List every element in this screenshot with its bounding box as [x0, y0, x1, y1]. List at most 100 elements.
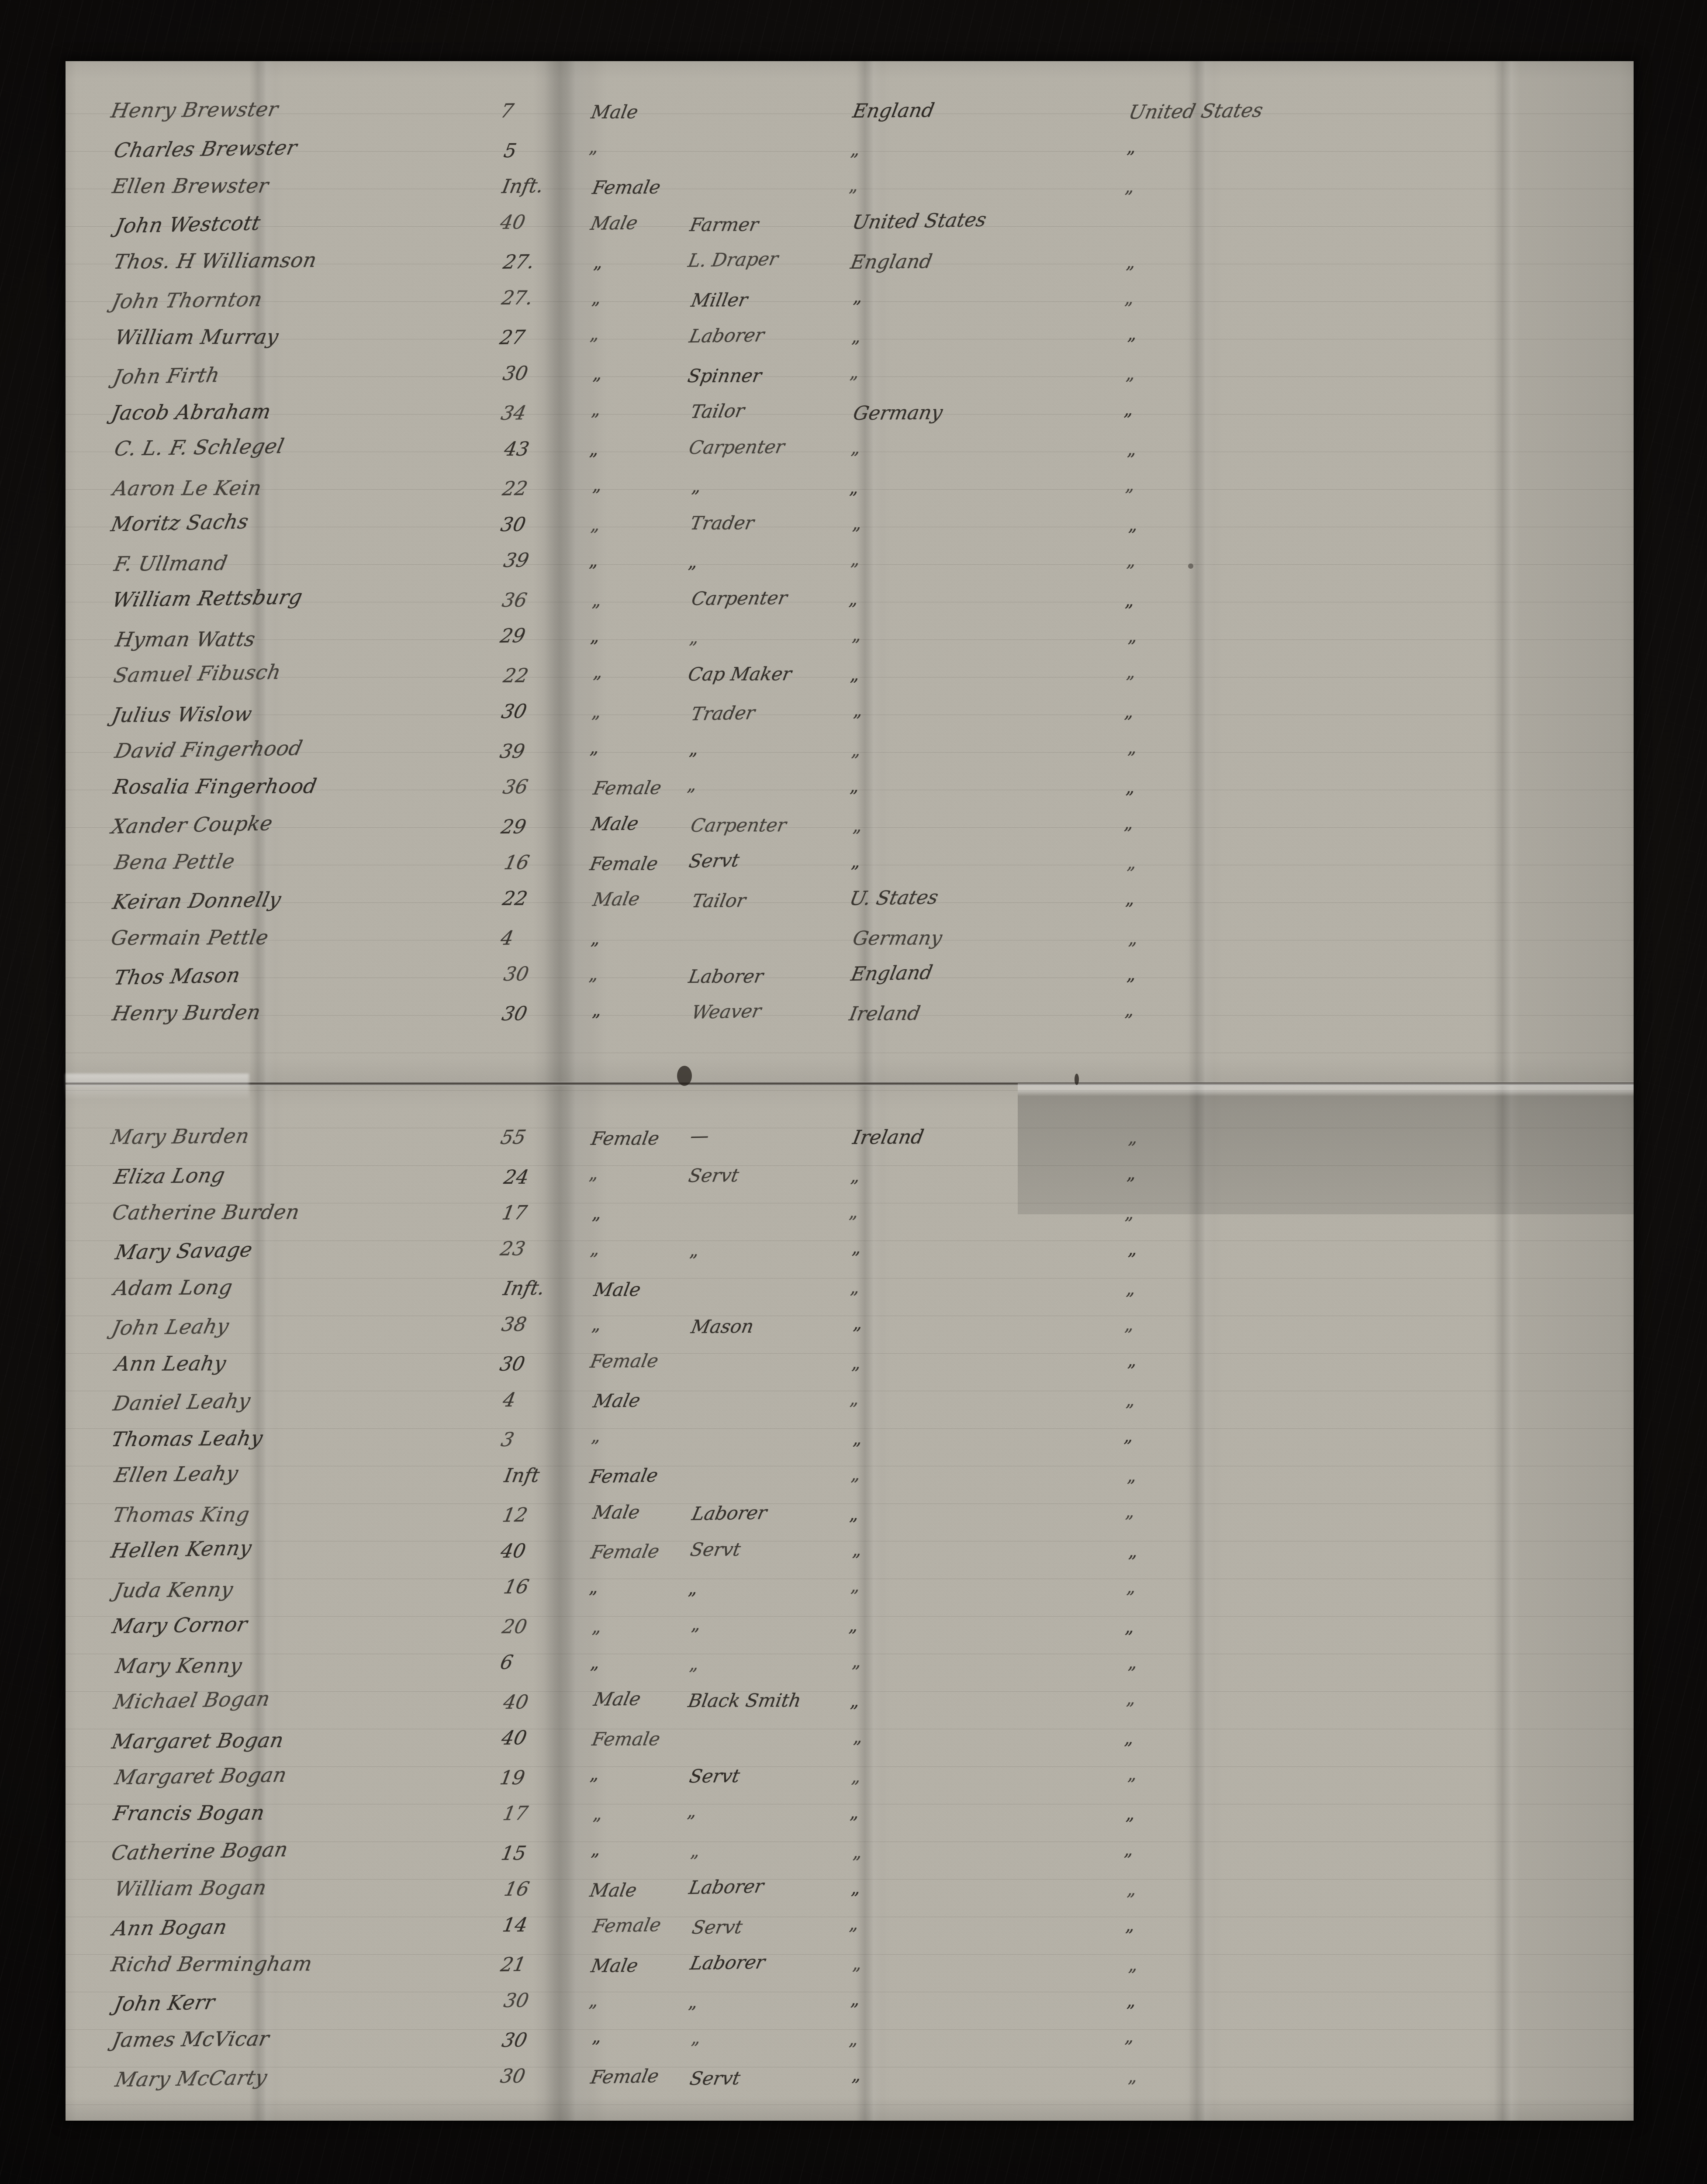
- cell-age: 40: [499, 1540, 528, 1563]
- cell-age: 29: [498, 624, 527, 648]
- cell-age: 4: [499, 927, 515, 950]
- cell-sex: „: [589, 928, 604, 949]
- cell-name: Hyman Watts: [114, 627, 257, 652]
- cell-occupation: „: [689, 1841, 703, 1862]
- cell-age: 20: [500, 1615, 529, 1638]
- cell-sex: „: [588, 737, 603, 758]
- cell-sex: Female: [589, 1127, 661, 1150]
- cell-origin: „: [849, 1691, 863, 1712]
- manifest-row: Rosalia Fingerhood 36 Female „ „ „: [66, 774, 1634, 813]
- manifest-row: Juda Kenny 16 „ „ „ „: [66, 1576, 1634, 1614]
- cell-name: Margaret Bogan: [110, 1728, 286, 1754]
- cell-sex: Male: [591, 1501, 642, 1524]
- cell-name: Aaron Le Kein: [111, 476, 264, 501]
- cell-occupation: Cap Maker: [686, 663, 794, 685]
- cell-destination: „: [1123, 176, 1138, 197]
- cell-name: Richd Bermingham: [109, 1952, 314, 1977]
- cell-destination: „: [1124, 1915, 1138, 1936]
- cell-name: Juda Kenny: [112, 1577, 235, 1603]
- manifest-row: Mary Cornor 20 „ „ „ „: [66, 1612, 1634, 1652]
- cell-name: John Thornton: [110, 287, 265, 314]
- cell-occupation: Laborer: [687, 965, 765, 988]
- manifest-row: David Fingerhood 39 „ „ „ „: [66, 736, 1634, 776]
- cell-occupation: Miller: [689, 289, 750, 311]
- cell-name: Thos Mason: [112, 963, 242, 990]
- cell-name: Mary Kenny: [114, 1653, 244, 1678]
- cell-destination: „: [1127, 1127, 1141, 1148]
- cell-name: Henry Brewster: [109, 97, 280, 123]
- cell-age: 55: [498, 1126, 528, 1149]
- cell-sex: „: [588, 1764, 603, 1785]
- manifest-row: Adam Long Inft. Male „ „: [66, 1275, 1634, 1314]
- cell-occupation: Laborer: [687, 1875, 766, 1899]
- manifest-row: Catherine Bogan 15 „ „ „ „: [66, 1837, 1634, 1877]
- cell-occupation: Mason: [689, 1315, 756, 1338]
- manifest-row: Daniel Leahy 4 Male „ „: [66, 1389, 1634, 1427]
- cell-origin: „: [852, 1727, 866, 1748]
- cell-age: 27: [498, 326, 527, 349]
- cell-sex: „: [587, 1990, 602, 2011]
- cell-name: Samuel Fibusch: [111, 660, 283, 688]
- manifest-row: Hellen Kenny 40 Female Servt „ „: [66, 1536, 1634, 1577]
- cell-occupation: Spinner: [686, 365, 764, 387]
- cell-occupation: Tailor: [689, 400, 746, 423]
- cell-name: William Bogan: [112, 1875, 269, 1901]
- cell-destination: „: [1126, 626, 1141, 647]
- cell-origin: „: [851, 625, 864, 646]
- cell-destination: „: [1125, 1577, 1140, 1598]
- cell-name: John Firth: [111, 363, 222, 389]
- cell-sex: Female: [589, 1540, 662, 1563]
- fold-shadow-band: [1018, 1083, 1634, 1214]
- cell-destination: „: [1125, 662, 1139, 683]
- cell-occupation: Servt: [687, 1164, 741, 1187]
- cell-occupation: „: [690, 1614, 704, 1635]
- cell-name: Daniel Leahy: [111, 1389, 253, 1416]
- cell-destination: „: [1126, 737, 1140, 758]
- cell-name: Eliza Long: [112, 1163, 228, 1189]
- cell-destination: „: [1126, 1163, 1139, 1184]
- cell-name: William Rettsburg: [110, 585, 305, 612]
- cell-sex: „: [590, 1426, 604, 1447]
- vertical-fold-crease-5: [1494, 61, 1520, 2121]
- cell-occupation: „: [688, 739, 702, 760]
- cell-origin: „: [847, 2029, 862, 2050]
- cell-age: 43: [502, 438, 531, 461]
- cell-sex: „: [591, 363, 606, 384]
- cell-sex: „: [591, 1617, 605, 1638]
- cell-origin: U. States: [847, 886, 940, 910]
- cell-sex: Female: [589, 2065, 661, 2088]
- cell-name: Moritz Sachs: [109, 509, 251, 536]
- cell-name: F. Ullmand: [112, 551, 230, 576]
- manifest-row: Henry Brewster 7 Male England United States: [66, 97, 1634, 137]
- manifest-row: Ann Leahy 30 Female „ „: [66, 1350, 1634, 1389]
- cell-destination: „: [1123, 1839, 1137, 1860]
- cell-destination: „: [1123, 702, 1137, 722]
- cell-age: 22: [501, 477, 529, 501]
- cell-origin: „: [852, 287, 866, 308]
- cell-destination: „: [1126, 1764, 1140, 1785]
- cell-origin: England: [851, 99, 936, 123]
- cell-name: Mary Burden: [109, 1124, 252, 1149]
- manifest-row: C. L. F. Schlegel 43 „ Carpenter „ „: [66, 434, 1634, 475]
- cell-name: Ann Bogan: [111, 1914, 230, 1941]
- cell-destination: „: [1124, 363, 1139, 384]
- horizontal-fold-tear: [66, 1082, 1634, 1086]
- cell-origin: „: [849, 139, 864, 160]
- cell-destination: „: [1124, 1617, 1137, 1638]
- cell-name: John Leahy: [110, 1314, 232, 1340]
- cell-destination: „: [1123, 1728, 1137, 1749]
- cell-age: 36: [500, 589, 529, 612]
- cell-sex: „: [591, 2026, 605, 2047]
- cell-occupation: Trader: [688, 512, 756, 534]
- cell-age: 34: [499, 402, 529, 425]
- manifest-row: Francis Bogan 17 „ „ „ „: [66, 1801, 1634, 1840]
- cell-origin: „: [850, 851, 864, 872]
- cell-destination: „: [1123, 1203, 1138, 1224]
- cell-occupation: „: [687, 1992, 701, 2013]
- ink-speck-b: [1188, 563, 1193, 569]
- cell-origin: „: [848, 1202, 861, 1223]
- cell-origin: „: [851, 513, 865, 534]
- cell-destination: „: [1123, 1000, 1138, 1021]
- manifest-row: John Kerr 30 „ „ „ „: [66, 1989, 1634, 2028]
- cell-age: 7: [498, 100, 516, 123]
